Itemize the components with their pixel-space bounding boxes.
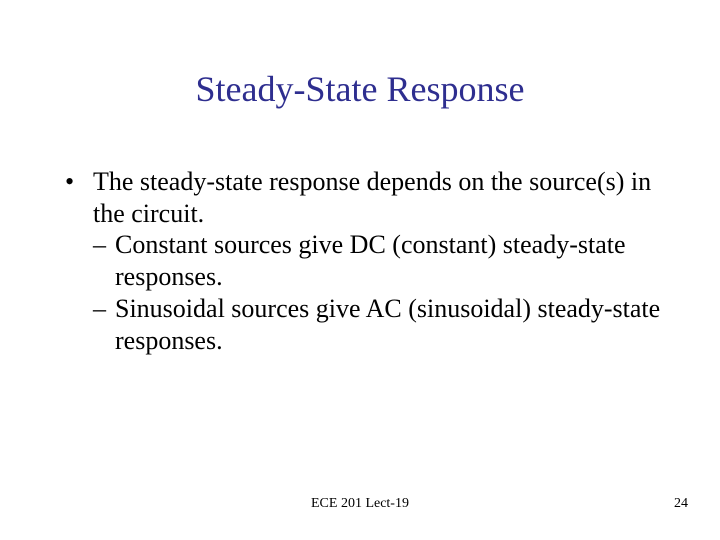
sub-bullets: – Constant sources give DC (constant) st… — [65, 229, 670, 356]
footer-center: ECE 201 Lect-19 — [0, 496, 720, 512]
slide: Steady-State Response • The steady-state… — [0, 0, 720, 540]
sub-bullet-1: – Constant sources give DC (constant) st… — [93, 229, 670, 292]
bullet-main: • The steady-state response depends on t… — [65, 166, 670, 229]
sub-text-2: Sinusoidal sources give AC (sinusoidal) … — [115, 293, 670, 356]
sub-marker-2: – — [93, 293, 115, 325]
slide-title: Steady-State Response — [0, 0, 720, 110]
sub-text-1: Constant sources give DC (constant) stea… — [115, 229, 670, 292]
sub-bullet-2: – Sinusoidal sources give AC (sinusoidal… — [93, 293, 670, 356]
bullet-marker: • — [65, 166, 93, 198]
footer-page-number: 24 — [674, 496, 688, 512]
bullet-main-text: The steady-state response depends on the… — [93, 166, 670, 229]
sub-marker-1: – — [93, 229, 115, 261]
slide-body: • The steady-state response depends on t… — [0, 110, 720, 356]
